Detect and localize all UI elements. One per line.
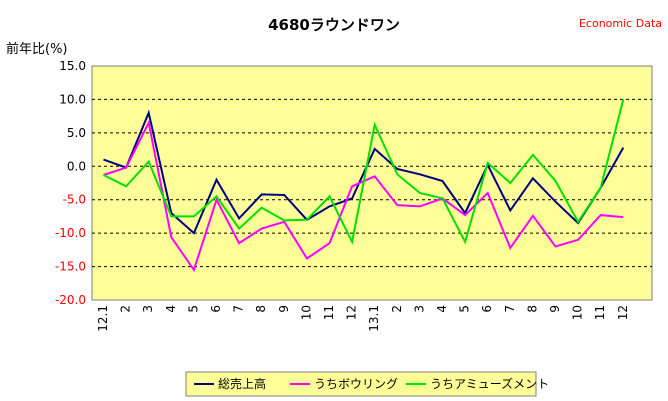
x-tick-label: 7 xyxy=(232,305,246,313)
x-tick-label: 7 xyxy=(503,305,517,313)
series-lines xyxy=(103,99,625,273)
x-tick-label: 8 xyxy=(254,305,268,313)
x-tick-label: 12 xyxy=(345,305,359,320)
legend xyxy=(185,371,537,397)
x-tick-label: 3 xyxy=(141,305,155,313)
y-tick-label: -5.0 xyxy=(63,193,86,207)
x-tick-label: 2 xyxy=(119,305,133,313)
legend-label-1: 総売上高 xyxy=(218,376,266,391)
series-line-1 xyxy=(103,109,625,235)
chart-title: 4680ラウンドワン xyxy=(268,16,400,34)
x-tick-label: 6 xyxy=(480,305,494,313)
x-tick-label: 12.1 xyxy=(96,305,110,332)
x-tick-label: 11 xyxy=(322,305,336,320)
x-tick-label: 9 xyxy=(548,305,562,313)
y-tick-label: -10.0 xyxy=(55,226,86,240)
x-tick-label: 13.1 xyxy=(367,305,381,332)
y-tick-label: -20.0 xyxy=(55,293,86,307)
plot-area xyxy=(91,65,653,301)
legend-label-3: うちアミューズメント xyxy=(430,376,549,391)
y-tick-label: 0.0 xyxy=(67,159,86,173)
source-label: Economic Data xyxy=(579,17,662,30)
x-tick-label: 4 xyxy=(164,305,178,313)
x-tick-label: 8 xyxy=(525,305,539,313)
x-tick-label: 9 xyxy=(277,305,291,313)
y-tick-label: -15.0 xyxy=(55,260,86,274)
x-tick-label: 5 xyxy=(186,305,200,313)
x-tick-label: 12 xyxy=(616,305,630,320)
x-tick-label: 4 xyxy=(435,305,449,313)
y-tick-labels: 15.0 10.0 5.0 0.0 -5.0 -10.0 -15.0 -20.0 xyxy=(55,59,86,307)
x-tick-label: 5 xyxy=(458,305,472,313)
y-axis-label: 前年比(%) xyxy=(6,41,68,57)
x-tick-label: 2 xyxy=(390,305,404,313)
x-tick-label: 6 xyxy=(209,305,223,313)
y-tick-label: 10.0 xyxy=(59,92,86,106)
legend-label-2: うちボウリング xyxy=(314,377,398,391)
x-tick-label: 11 xyxy=(593,305,607,320)
x-tick-label: 10 xyxy=(299,305,313,320)
legend-items: 総売上高 うちボウリング うちアミューズメント xyxy=(194,376,549,391)
x-tick-label: 3 xyxy=(412,305,426,313)
y-tick-label: 5.0 xyxy=(67,126,86,140)
x-tick-labels: 12.1 2 3 4 5 6 7 8 9 10 11 12 13.1 2 3 4 5 6 7 8 9 10 11 12 xyxy=(96,305,630,332)
series-line-3 xyxy=(103,99,625,245)
x-tick-label: 10 xyxy=(571,305,585,320)
y-tick-label: 15.0 xyxy=(59,59,86,73)
